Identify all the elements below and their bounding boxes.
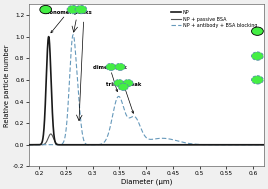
Legend: NP, NP + passive BSA, NP + antibody + BSA blocking: NP, NP + passive BSA, NP + antibody + BS… xyxy=(169,8,259,30)
Text: monomer peaks: monomer peaks xyxy=(44,10,91,33)
Y-axis label: Relative particle number: Relative particle number xyxy=(4,44,10,126)
Text: dimer peak: dimer peak xyxy=(93,65,127,92)
X-axis label: Diameter (μm): Diameter (μm) xyxy=(121,178,172,185)
Text: trimer peak: trimer peak xyxy=(106,82,142,113)
